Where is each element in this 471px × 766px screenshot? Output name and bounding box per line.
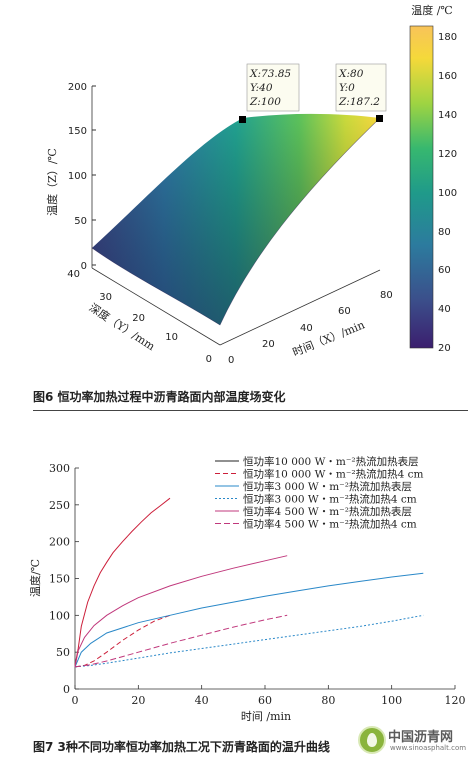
y-tick-label: 10 [165,332,178,343]
legend-label: 恒功率10 000 W・m⁻²热流加热4 cm [243,468,423,481]
z-tick-label: 200 [68,82,87,93]
datatip-y: Y:40 [250,82,273,94]
colorbar-tick: 80 [438,227,451,238]
y-tick-label: 0 [63,683,70,696]
x-tick-label: 40 [300,323,313,334]
site-watermark: 中国沥青网 www.sinoasphalt.com [358,724,468,760]
temperature-surface [91,113,381,326]
x-tick-label: 60 [258,694,272,707]
colorbar: 温度 /℃ 180 160 140 120 100 80 60 40 20 [409,3,457,354]
x-axis-ticks: 0 20 40 60 80 [228,290,393,366]
y-tick-label: 50 [56,646,70,659]
x-tick-label: 80 [380,290,393,301]
figure-7-line-chart: 0 20 40 60 80 100 120 0 50 100 150 200 250 300 恒功率10 … [28,455,466,723]
datatip-z: Z:187.2 [338,96,380,108]
z-tick-label: 150 [68,126,87,137]
x-tick-label: 20 [262,339,275,350]
legend-label: 恒功率3 000 W・m⁻²热流加热4 cm [243,493,417,506]
z-axis-label: 温度（Z）/℃ [45,148,59,216]
axes-frame [91,86,381,346]
x-tick-label: 60 [338,306,351,317]
datatip-x: X:80 [338,68,364,80]
legend-label: 恒功率4 500 W・m⁻²热流加热表层 [243,505,412,518]
legend-label: 恒功率3 000 W・m⁻²热流加热表层 [243,480,412,493]
series-line [74,572,424,668]
colorbar-gradient [409,25,434,349]
z-tick-label: 100 [68,171,87,182]
x-tick-label: 80 [321,694,335,707]
y-tick-label: 300 [49,462,70,475]
x-axis-label: 时间 /min [241,710,291,723]
plot-area: 0 20 40 60 80 100 120 0 50 100 150 200 250 300 [49,462,466,707]
y-tick-label: 30 [99,292,112,303]
x-tick-label: 20 [131,694,145,707]
y-tick-label: 0 [206,354,212,365]
series-line [74,614,171,668]
legend-label: 恒功率4 500 W・m⁻²热流加热4 cm [243,518,417,531]
z-axis-ticks: 200 150 100 50 0 [68,82,96,272]
watermark-url: www.sinoasphalt.com [390,744,467,752]
surface-shading [92,113,380,325]
y-axis-label: 深度（Y）/mm [87,300,159,353]
z-tick-label: 50 [74,216,87,227]
x-tick-label: 120 [445,694,466,707]
y-tick-label: 150 [49,573,70,586]
x-tick-label: 0 [228,355,234,366]
y-axis-label: 温度/℃ [28,559,42,597]
datatip-marker [376,115,383,122]
divider [33,410,468,411]
colorbar-tick: 60 [438,265,451,276]
colorbar-tick: 100 [438,188,457,199]
series-line [74,614,424,668]
x-tick-label: 40 [195,694,209,707]
figure-6-surface-chart: 200 150 100 50 0 温度（Z）/℃ 40 30 20 10 0 深… [45,3,457,366]
colorbar-tick: 140 [438,110,457,121]
y-tick-label: 250 [49,499,70,512]
y-tick-label: 40 [67,269,80,280]
series-line [74,497,171,666]
colorbar-tick: 180 [438,32,457,43]
legend-label: 恒功率10 000 W・m⁻²热流加热表层 [243,455,419,468]
datatip-box [335,63,387,112]
colorbar-ticks: 180 160 140 120 100 80 60 40 20 [438,32,457,354]
datatip-1: X:73.85 Y:40 Z:100 [239,63,300,123]
datatip-x: X:73.85 [249,68,291,80]
colorbar-tick: 20 [438,343,451,354]
datatip-y: Y:0 [339,82,355,94]
watermark-name: 中国沥青网 [388,730,454,745]
y-tick-label: 200 [49,536,70,549]
series-line [74,614,288,668]
datatip-marker [239,116,246,123]
datatip-z: Z:100 [249,96,281,108]
x-tick-label: 100 [381,694,402,707]
colorbar-tick: 160 [438,71,457,82]
y-axis-ticks: 40 30 20 10 0 [67,269,212,365]
x-tick-label: 0 [72,694,79,707]
figure-7-caption: 图7 3种不同功率恒功率加热工况下沥青路面的温升曲线 [33,740,330,754]
series-line [74,555,288,667]
figure-6-caption: 图6 恒功率加热过程中沥青路面内部温度场变化 [33,390,286,404]
colorbar-tick: 120 [438,149,457,160]
y-tick-label: 100 [49,609,70,622]
colorbar-label: 温度 /℃ [411,3,453,17]
colorbar-tick: 40 [438,304,451,315]
datatip-2: X:80 Y:0 Z:187.2 [335,63,387,122]
y-tick-label: 20 [132,313,145,324]
surface-edge [91,117,381,326]
z-tick-label: 0 [81,261,87,272]
watermark-logo-icon [358,726,386,754]
datatip-box [246,63,300,112]
